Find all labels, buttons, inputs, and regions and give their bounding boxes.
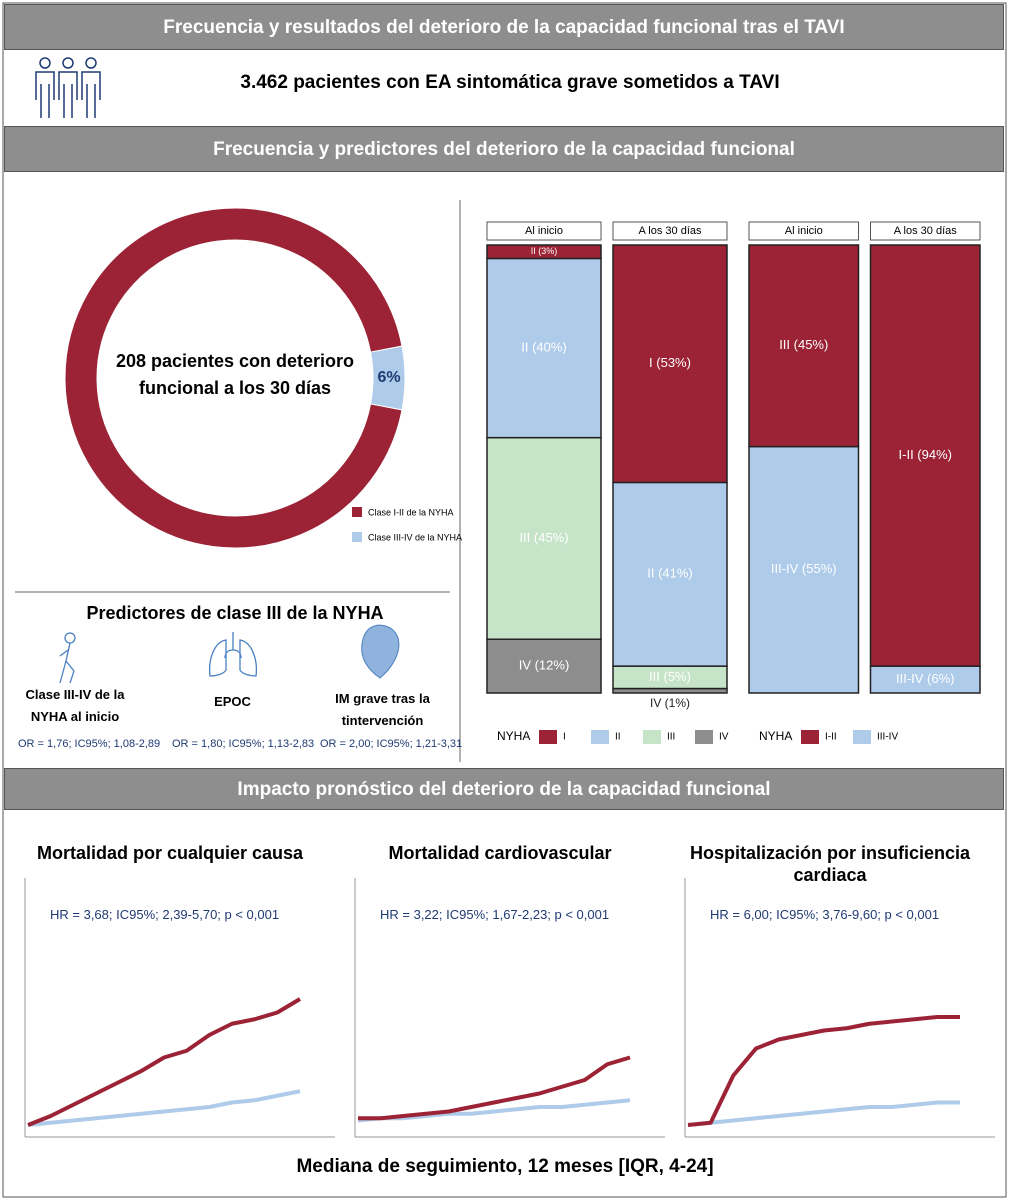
bar-label: III (45%) (779, 337, 828, 352)
donut-slice (369, 345, 406, 411)
footer: Mediana de seguimiento, 12 meses [IQR, 4… (296, 1156, 714, 1177)
category-box (870, 221, 981, 241)
section-bar: Impacto pronóstico del deterioro de la c… (4, 768, 1004, 810)
predictor-label: Clase III-IV de la NYHA al inicio (25, 687, 125, 724)
legend-label: IV (719, 732, 729, 743)
category-label: A los 30 días (894, 225, 957, 237)
donut-slice (64, 207, 403, 549)
title-bar: Frecuencia y resultados del deterioro de… (4, 4, 1004, 50)
chart-title: Mortalidad por cualquier causa (36, 843, 304, 863)
bar-segment (612, 481, 728, 667)
legend-title: NYHA (759, 729, 792, 743)
line (357, 1098, 631, 1123)
bar-label: IV (12%) (519, 658, 570, 673)
population: 3.462 pacientes con EA sintomática grave… (240, 72, 780, 93)
legend-swatch (539, 730, 557, 744)
bar-label: III (5%) (649, 669, 691, 684)
predictor-label: IM grave tras la tintervención (335, 691, 430, 728)
bar-segment (612, 244, 728, 484)
predictors-title: Predictores de clase III de la NYHA (86, 603, 384, 623)
category-label: Al inicio (525, 225, 563, 237)
category-box (486, 221, 602, 241)
category-label: A los 30 días (639, 225, 702, 237)
bar-label: II (3%) (531, 246, 558, 256)
category-box (612, 221, 728, 241)
annotation: HR = 3,22; IC95%; 1,67-2,23; p < 0,001 (380, 907, 610, 922)
legend-label: II (615, 732, 621, 743)
people-icon (35, 57, 101, 118)
predictor-stat: OR = 1,80; IC95%; 1,13-2,83 (172, 738, 315, 750)
line (358, 1055, 631, 1121)
bar-segment (486, 436, 602, 640)
legend-label: Clase III-IV de la NYHA (368, 532, 462, 542)
bar-label: I (53%) (649, 355, 691, 370)
bar-segment (486, 257, 602, 439)
bar-segment (748, 244, 860, 448)
line (687, 1100, 960, 1127)
bar-label: II (41%) (647, 566, 693, 581)
predictor-label: EPOC (214, 694, 251, 709)
chart-title: Hospitalización por insuficiencia cardia… (689, 843, 971, 885)
bar-label: I-II (94%) (899, 447, 952, 462)
legend-label: I-II (825, 732, 837, 743)
legend-label: III (667, 732, 675, 743)
bar-label: IV (1%) (650, 696, 690, 710)
chart-title: Mortalidad cardiovascular (388, 843, 612, 863)
predictor-stat: OR = 2,00; IC95%; 1,21-3,31 (320, 738, 463, 750)
bar-label: III (45%) (519, 530, 568, 545)
donut-center: 208 pacientes con deterioro funcional a … (115, 351, 355, 398)
bar-segment (869, 665, 981, 694)
person-icon (59, 632, 76, 684)
legend-label: III-IV (877, 732, 898, 743)
line (687, 1015, 960, 1127)
bar-segment (869, 244, 981, 667)
legend-swatch (695, 730, 713, 744)
category-label: Al inicio (785, 225, 823, 237)
annotation: HR = 3,68; IC95%; 2,39-5,70; p < 0,001 (50, 907, 280, 922)
legend-swatch (591, 730, 609, 744)
legend-swatch (853, 730, 871, 744)
bar-segment (486, 244, 602, 260)
legend-swatch (643, 730, 661, 744)
annotation: HR = 6,00; IC95%; 3,76-9,60; p < 0,001 (710, 907, 940, 922)
line (27, 997, 302, 1127)
lungs-icon (208, 632, 258, 677)
section-bar: Frecuencia y predictores del deterioro d… (4, 126, 1004, 172)
heart-icon (361, 624, 400, 679)
legend-label: I (563, 732, 566, 743)
category-box (748, 221, 859, 241)
legend-swatch (352, 532, 362, 542)
legend-swatch (801, 730, 819, 744)
predictor-stat: OR = 1,76; IC95%; 1,08-2,89 (18, 738, 161, 750)
slice-label: 6% (377, 369, 400, 386)
bar-segment (748, 445, 860, 694)
legend-label: Clase I-II de la NYHA (368, 507, 454, 517)
line (27, 1089, 301, 1127)
legend-swatch (352, 507, 362, 517)
bar-label: III-IV (55%) (771, 561, 837, 576)
bar-label: III-IV (6%) (896, 671, 955, 686)
bar-label: II (40%) (521, 339, 567, 354)
legend-title: NYHA (497, 729, 530, 743)
